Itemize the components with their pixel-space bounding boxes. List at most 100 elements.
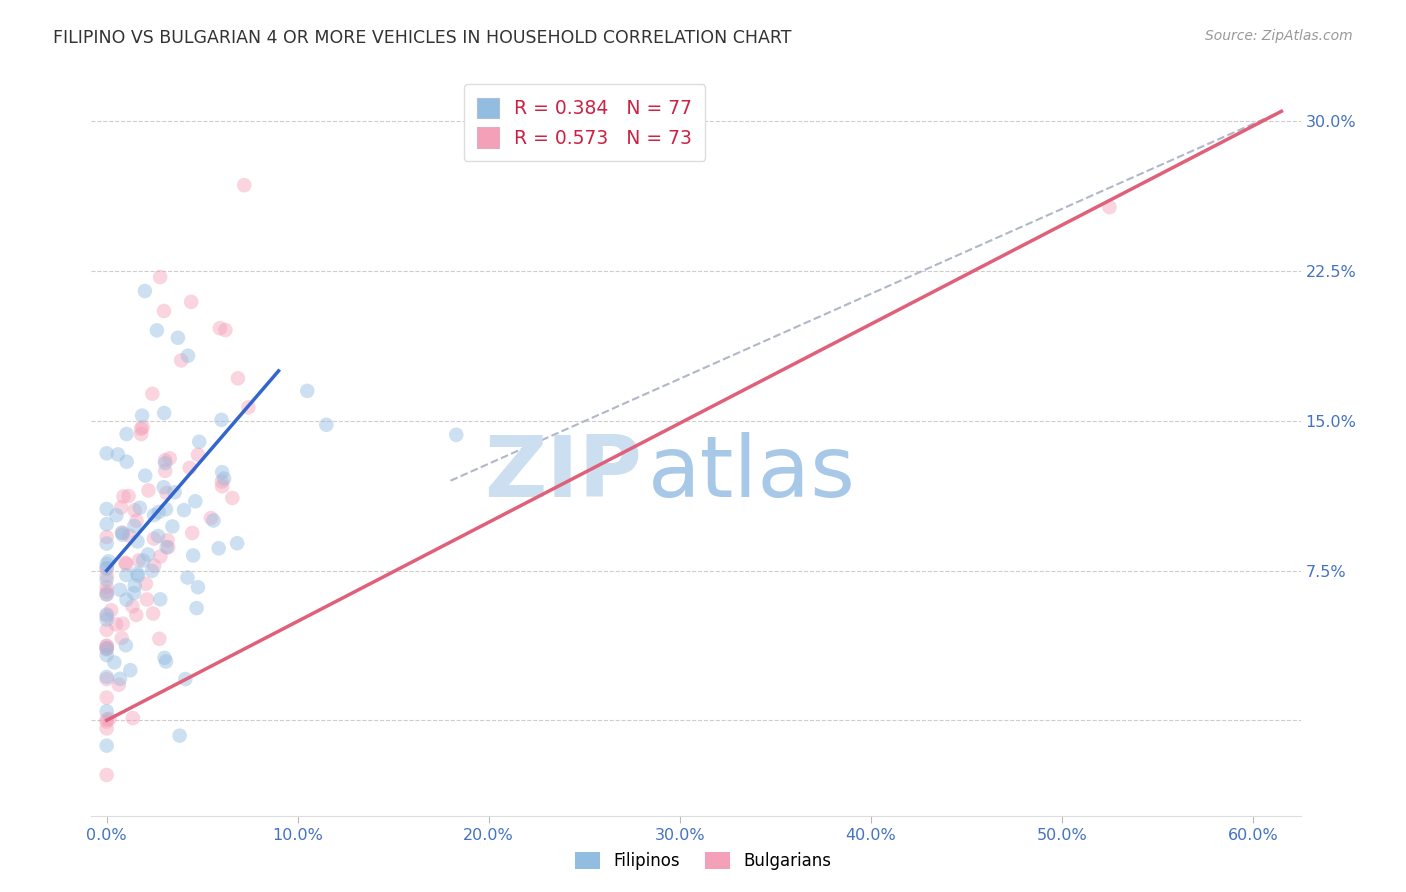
Point	[96, 587, 118, 601]
Point	[107, 678, 129, 692]
Point	[142, 607, 165, 621]
Point	[96, 530, 118, 544]
Point	[173, 503, 195, 517]
Point	[124, 503, 146, 517]
Point	[211, 465, 233, 479]
Point	[117, 489, 139, 503]
Point	[200, 511, 222, 525]
Point	[96, 607, 118, 622]
Point	[209, 413, 232, 427]
Point	[141, 564, 163, 578]
Point	[208, 541, 231, 556]
Point	[124, 578, 146, 592]
Point	[226, 536, 249, 550]
Point	[142, 532, 165, 546]
Point	[96, 569, 118, 583]
Legend: Filipinos, Bulgarians: Filipinos, Bulgarians	[568, 845, 838, 877]
Text: ZIP: ZIP	[484, 432, 641, 515]
Point	[159, 451, 181, 466]
Point	[155, 502, 177, 516]
Point	[141, 386, 163, 401]
Point	[143, 508, 166, 522]
Point	[105, 508, 128, 523]
Point	[184, 494, 207, 508]
Point	[157, 541, 180, 555]
Point	[146, 529, 169, 543]
Point	[96, 641, 118, 656]
Point	[125, 607, 148, 622]
Point	[132, 553, 155, 567]
Point	[121, 711, 143, 725]
Point	[96, 557, 118, 571]
Point	[96, 613, 118, 627]
Point	[96, 639, 118, 653]
Point	[96, 714, 118, 729]
Point	[153, 650, 176, 665]
Point	[153, 304, 176, 318]
Point	[98, 712, 121, 726]
Point	[180, 294, 202, 309]
Point	[115, 568, 138, 582]
Point	[167, 331, 190, 345]
Point	[148, 632, 170, 646]
Point	[129, 427, 152, 442]
Point	[96, 722, 118, 736]
Point	[127, 566, 149, 581]
Point	[211, 479, 233, 493]
Point	[111, 525, 134, 540]
Point	[149, 270, 172, 285]
Point	[134, 284, 156, 298]
Point	[120, 663, 142, 677]
Point	[96, 704, 118, 718]
Point	[1098, 200, 1121, 214]
Point	[96, 690, 118, 705]
Point	[156, 540, 179, 554]
Point	[96, 642, 118, 657]
Point	[118, 529, 141, 543]
Point	[110, 500, 132, 515]
Legend: R = 0.384   N = 77, R = 0.573   N = 73: R = 0.384 N = 77, R = 0.573 N = 73	[464, 85, 706, 161]
Point	[124, 519, 146, 533]
Point	[111, 616, 134, 631]
Point	[114, 556, 136, 570]
Point	[181, 525, 204, 540]
Point	[152, 480, 174, 494]
Point	[96, 670, 118, 684]
Point	[202, 514, 225, 528]
Point	[96, 608, 118, 623]
Point	[115, 592, 138, 607]
Point	[96, 587, 118, 601]
Point	[96, 446, 118, 460]
Point	[127, 534, 149, 549]
Point	[96, 517, 118, 532]
Point	[169, 729, 191, 743]
Point	[122, 586, 145, 600]
Point	[187, 448, 209, 462]
Point	[221, 491, 243, 505]
Point	[105, 617, 128, 632]
Point	[162, 519, 184, 533]
Point	[121, 599, 143, 614]
Point	[174, 672, 197, 686]
Point	[111, 528, 134, 542]
Text: FILIPINO VS BULGARIAN 4 OR MORE VEHICLES IN HOUSEHOLD CORRELATION CHART: FILIPINO VS BULGARIAN 4 OR MORE VEHICLES…	[53, 29, 792, 46]
Point	[170, 353, 193, 368]
Point	[96, 561, 118, 575]
Point	[128, 553, 150, 567]
Point	[179, 460, 201, 475]
Point	[181, 549, 204, 563]
Point	[107, 447, 129, 461]
Point	[96, 648, 118, 662]
Point	[115, 427, 138, 442]
Point	[233, 178, 256, 193]
Point	[108, 582, 131, 597]
Point	[153, 406, 176, 420]
Point	[112, 490, 135, 504]
Point	[163, 485, 186, 500]
Point	[103, 656, 125, 670]
Point	[134, 468, 156, 483]
Text: Source: ZipAtlas.com: Source: ZipAtlas.com	[1205, 29, 1353, 43]
Point	[143, 558, 166, 573]
Point	[297, 384, 319, 398]
Point	[156, 533, 179, 548]
